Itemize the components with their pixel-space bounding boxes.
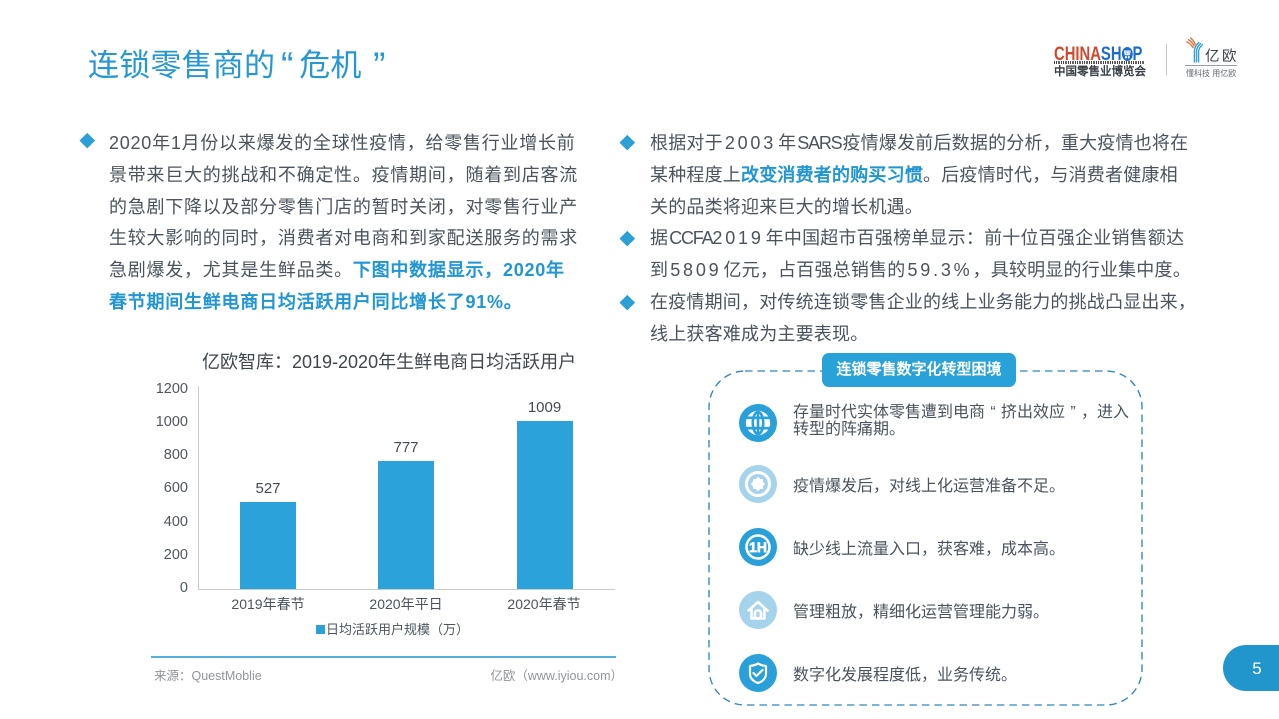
svg-text:1H: 1H [749,539,767,555]
